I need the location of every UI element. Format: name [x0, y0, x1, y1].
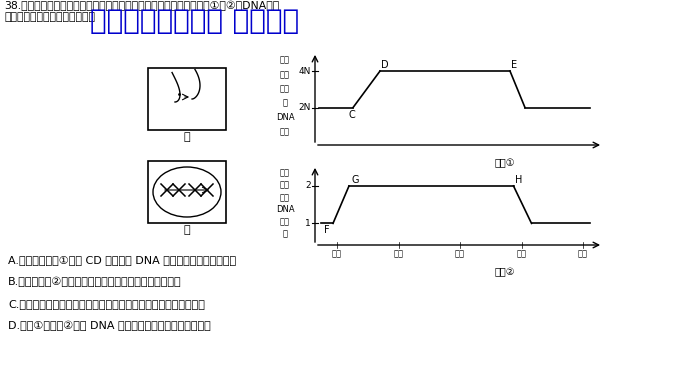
- Text: 4N: 4N: [299, 66, 311, 75]
- Text: H: H: [514, 175, 522, 185]
- Text: 含量: 含量: [280, 128, 290, 137]
- Text: 体上: 体上: [280, 193, 290, 202]
- Text: 1: 1: [305, 219, 311, 228]
- Text: G: G: [351, 175, 358, 185]
- Text: D: D: [381, 60, 388, 70]
- Text: 数: 数: [283, 230, 288, 239]
- Text: 变化图，判断有关叙述错误的是: 变化图，判断有关叙述错误的是: [4, 12, 95, 22]
- Text: 分子: 分子: [280, 217, 290, 226]
- Text: 甲: 甲: [183, 132, 190, 142]
- Bar: [148, 68, 226, 130]
- Text: DNA: DNA: [276, 113, 294, 122]
- Text: 末期: 末期: [578, 249, 588, 258]
- Text: 中的: 中的: [280, 84, 290, 93]
- Text: E: E: [511, 60, 517, 70]
- Text: 曲线①: 曲线①: [495, 158, 515, 168]
- Text: 微信公众号关注： 趣找答案: 微信公众号关注： 趣找答案: [90, 7, 299, 35]
- Text: 乙: 乙: [183, 225, 190, 235]
- Text: 38.图甲、乙为某生物的体细胞有丝分裂染色体行为变化示意图，曲线①、②为DNA含量: 38.图甲、乙为某生物的体细胞有丝分裂染色体行为变化示意图，曲线①、②为DNA含…: [4, 1, 279, 11]
- Text: A.甲图对应曲线①中的 CD 段，完成 DNA 复制和有关蛋白质的合成: A.甲图对应曲线①中的 CD 段，完成 DNA 复制和有关蛋白质的合成: [8, 255, 236, 265]
- Text: 2: 2: [305, 182, 311, 190]
- Text: 曲线②: 曲线②: [495, 267, 515, 277]
- Text: 一个: 一个: [280, 168, 290, 177]
- Text: 一个: 一个: [280, 56, 290, 64]
- Text: 染色: 染色: [280, 181, 290, 190]
- Text: D.曲线①和曲线②引起 DNA 含量（数量）减半的原因不相同: D.曲线①和曲线②引起 DNA 含量（数量）减半的原因不相同: [8, 321, 211, 332]
- Text: 间期: 间期: [332, 249, 342, 258]
- Text: 细胞: 细胞: [280, 70, 290, 79]
- Text: C.观察组织细胞有丝分裂时，可用同一细胞来观察甲、乙两种时期: C.观察组织细胞有丝分裂时，可用同一细胞来观察甲、乙两种时期: [8, 299, 205, 309]
- Text: F: F: [324, 225, 330, 236]
- Text: 中期: 中期: [455, 249, 465, 258]
- Text: C: C: [349, 110, 356, 120]
- Text: 核: 核: [283, 99, 288, 108]
- Text: 后期: 后期: [517, 249, 526, 258]
- Text: 2N: 2N: [299, 103, 311, 112]
- Text: 前期: 前期: [393, 249, 403, 258]
- Text: DNA: DNA: [276, 205, 294, 214]
- Text: B.乙图为曲线②中的后期，着丝粒分裂、染色体数目加倍: B.乙图为曲线②中的后期，着丝粒分裂、染色体数目加倍: [8, 277, 181, 287]
- Bar: [148, 161, 226, 223]
